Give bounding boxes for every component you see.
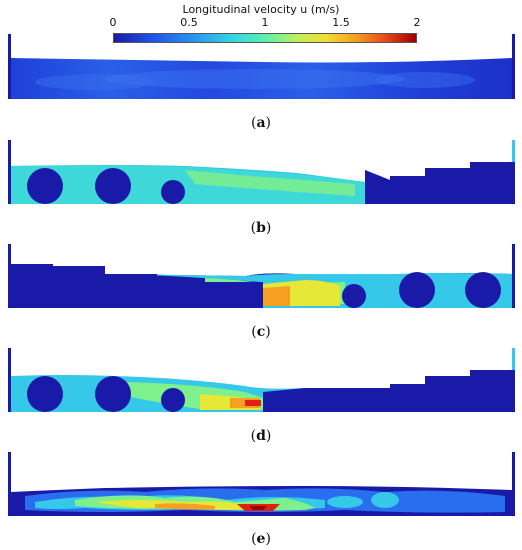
circle-obstacle: [27, 168, 63, 204]
caption-e: (e): [251, 531, 271, 547]
circle-obstacle: [342, 284, 366, 308]
velocity-panel-c: [5, 244, 518, 310]
caption-d: (d): [250, 428, 272, 444]
circle-obstacle: [95, 376, 131, 412]
circle-obstacle: [465, 272, 501, 308]
caption-b: (b): [250, 220, 272, 236]
colorbar-tick-label: 1: [261, 16, 269, 29]
velocity-panel-b: [5, 140, 518, 206]
colorbar: [113, 33, 417, 43]
velocity-panel-e: [5, 452, 518, 518]
colorbar-tick-label: 0: [109, 16, 117, 29]
circle-obstacle: [95, 168, 131, 204]
circle-obstacle: [161, 388, 185, 412]
colorbar-tick-label: 0.5: [180, 16, 198, 29]
circle-obstacle: [27, 376, 63, 412]
caption-c: (c): [251, 324, 271, 340]
circle-obstacle: [399, 272, 435, 308]
colorbar-tick-label: 1.5: [332, 16, 350, 29]
colorbar-title: Longitudinal velocity u (m/s): [182, 3, 340, 16]
velocity-panel-a: [5, 34, 518, 102]
caption-a: (a): [250, 115, 271, 131]
velocity-panel-d: [5, 348, 518, 414]
circle-obstacle: [161, 180, 185, 204]
colorbar-tick-label: 2: [413, 16, 421, 29]
